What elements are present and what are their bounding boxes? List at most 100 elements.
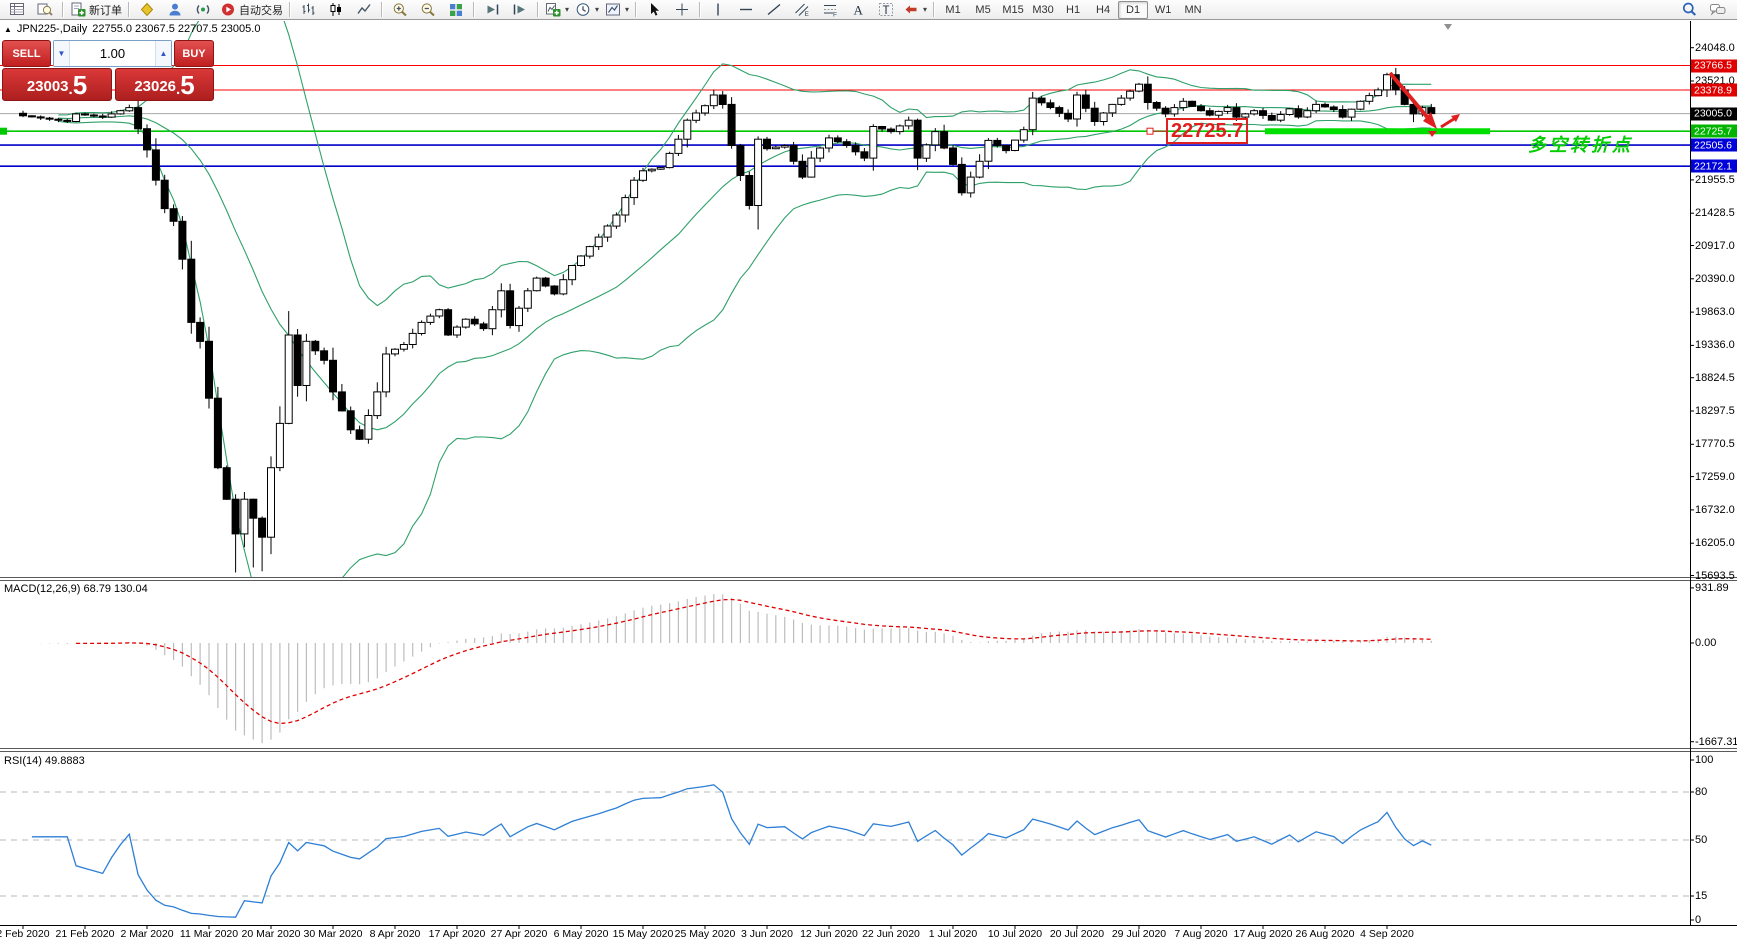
toolbar-separator xyxy=(128,2,130,17)
auto-trading-button[interactable]: 自动交易 xyxy=(217,0,286,20)
toolbar-separator xyxy=(699,2,702,17)
fibonacci-tool[interactable]: F xyxy=(816,0,844,20)
chart-shift-marker[interactable] xyxy=(1444,24,1452,30)
date-tick-label: 2 Feb 2020 xyxy=(0,928,50,940)
indicators-tool[interactable]: ▾ xyxy=(542,0,572,20)
date-tick-label: 21 Feb 2020 xyxy=(55,928,115,940)
buy-button[interactable]: BUY xyxy=(174,40,214,67)
search-button[interactable] xyxy=(1675,0,1703,20)
trend-arrow[interactable] xyxy=(1388,71,1437,129)
auto-scroll-tool[interactable] xyxy=(478,0,506,20)
rsi-tick-label: 80 xyxy=(1695,786,1708,798)
timeframe-m5-button[interactable]: M5 xyxy=(975,3,991,16)
chat-button[interactable] xyxy=(1703,0,1731,20)
volume-down-button[interactable]: ▼ xyxy=(54,41,70,66)
cursor-tool[interactable] xyxy=(640,0,668,20)
candlestick-tool[interactable] xyxy=(322,0,350,20)
volume-value[interactable]: 1.00 xyxy=(99,46,126,61)
zoom-out-icon xyxy=(421,3,435,17)
trendline-icon xyxy=(767,3,781,16)
price-tick-label: 18824.5 xyxy=(1695,371,1735,384)
vertical-line-icon xyxy=(717,3,719,16)
navigator-tool[interactable] xyxy=(31,0,59,20)
date-tick-label: 15 May 2020 xyxy=(612,928,674,940)
signal-tool[interactable] xyxy=(189,0,217,20)
timeframe-w1-button[interactable]: W1 xyxy=(1154,3,1172,16)
sell-button[interactable]: SELL xyxy=(2,40,51,67)
zoom-in-tool[interactable] xyxy=(386,0,414,20)
horizontal-line-tool[interactable] xyxy=(732,0,760,20)
expert-advisor-tool[interactable] xyxy=(133,0,161,20)
chart-collapse-icon[interactable]: ▲ xyxy=(4,24,12,34)
price-annotation-label[interactable]: 22725.7 xyxy=(1166,118,1249,145)
price-annotation-anchor[interactable] xyxy=(1146,127,1166,135)
toolbar-separator xyxy=(62,2,64,17)
tile-windows-tool[interactable] xyxy=(442,0,470,20)
text-tool[interactable]: A xyxy=(844,0,872,20)
periods-tool[interactable]: ▾ xyxy=(572,0,602,20)
svg-text:A: A xyxy=(854,3,864,18)
timeframe-mn-button[interactable]: MN xyxy=(1184,3,1202,16)
auto-trading-button-label: 自动交易 xyxy=(239,4,283,17)
cursor-icon xyxy=(651,3,660,16)
market-watch-tool[interactable] xyxy=(3,0,31,20)
rebound-arrow[interactable] xyxy=(1428,114,1460,137)
buy-price-dot: . xyxy=(176,81,181,98)
arrows-tool[interactable]: ▾ xyxy=(900,0,930,20)
candlesticks[interactable] xyxy=(19,67,1436,573)
crosshair-tool[interactable] xyxy=(668,0,696,20)
date-tick-label: 7 Aug 2020 xyxy=(1174,928,1228,940)
search-icon xyxy=(1682,2,1696,16)
bollinger-bands[interactable] xyxy=(58,0,1432,640)
chart-shift-tool[interactable] xyxy=(506,0,534,20)
sell-price-display[interactable]: 23003. 5 xyxy=(2,68,112,101)
bar-chart-tool[interactable] xyxy=(294,0,322,20)
timeframe-m1-button[interactable]: M1 xyxy=(945,3,961,16)
date-tick-label: 22 Jun 2020 xyxy=(862,928,920,940)
line-chart-tool[interactable] xyxy=(350,0,378,20)
date-tick-label: 2 Mar 2020 xyxy=(120,928,174,940)
date-tick-label: 6 May 2020 xyxy=(553,928,609,940)
dropdown-caret-icon[interactable]: ▾ xyxy=(923,5,928,14)
rsi-line[interactable] xyxy=(31,784,1432,918)
new-order-button[interactable]: 新订单 xyxy=(67,0,125,20)
price-tick-label: 17770.5 xyxy=(1695,438,1735,451)
timeframe-h4-button[interactable]: H4 xyxy=(1096,3,1111,16)
hline-handle[interactable] xyxy=(0,127,7,135)
turning-point-text[interactable]: 多空转折点 xyxy=(1528,135,1633,155)
auto-scroll-icon xyxy=(487,4,499,15)
toolbar-separator xyxy=(933,2,936,17)
buy-price-main: 23026 xyxy=(134,78,177,95)
toolbar-separator xyxy=(537,2,539,17)
date-tick-label: 3 Jun 2020 xyxy=(741,928,793,940)
dropdown-caret-icon[interactable]: ▾ xyxy=(595,5,600,14)
date-tick-label: 29 Jul 2020 xyxy=(1111,928,1167,940)
volume-up-button[interactable]: ▲ xyxy=(155,41,171,66)
rsi-tick-label: 100 xyxy=(1695,754,1714,766)
templates-tool[interactable]: ▾ xyxy=(602,0,632,20)
panel-separators[interactable] xyxy=(0,577,1737,752)
templates-icon xyxy=(606,3,621,16)
zoom-out-tool[interactable] xyxy=(414,0,442,20)
profile-tool[interactable] xyxy=(161,0,189,20)
timeframe-m15-button[interactable]: M15 xyxy=(1002,3,1024,16)
timeframe-m30-button[interactable]: M30 xyxy=(1032,3,1054,16)
sell-price-main: 23003 xyxy=(26,78,69,95)
dropdown-caret-icon[interactable]: ▾ xyxy=(625,5,630,14)
label-tool[interactable]: T xyxy=(872,0,900,20)
dropdown-caret-icon[interactable]: ▾ xyxy=(565,5,570,14)
channel-tool[interactable]: E xyxy=(788,0,816,20)
timeframe-h1-button[interactable]: H1 xyxy=(1066,3,1081,16)
buy-price-display[interactable]: 23026. 5 xyxy=(115,68,214,101)
trendline-tool[interactable] xyxy=(760,0,788,20)
macd-signal-line[interactable] xyxy=(76,598,1432,725)
toolbar-separator xyxy=(289,2,291,17)
timeframe-d1-button[interactable]: D1 xyxy=(1118,0,1149,19)
price-level-badge: 22505.6 xyxy=(1691,138,1737,152)
chart-symbol-period: JPN225-,Daily xyxy=(16,23,88,35)
svg-text:T: T xyxy=(883,5,890,17)
horizontal-line-icon xyxy=(740,8,753,11)
vertical-line-tool[interactable] xyxy=(704,0,732,20)
